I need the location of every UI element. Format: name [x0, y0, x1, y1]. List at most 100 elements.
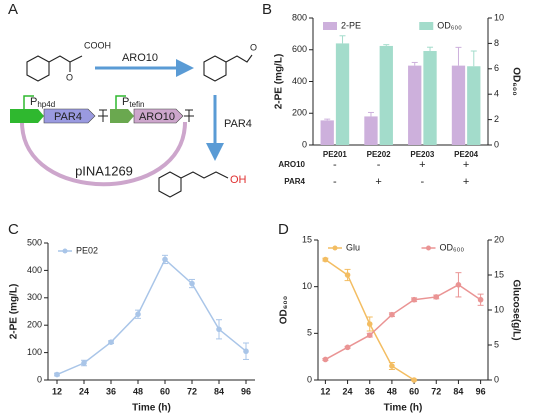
y-tick-label: 400: [292, 76, 307, 86]
legend-label: 2-PE: [341, 20, 361, 30]
y2-tick-label: 4: [494, 89, 499, 99]
genotype-label: ARO10: [278, 160, 305, 169]
gene-box: [43, 108, 96, 124]
x-tick-label: 96: [476, 386, 486, 396]
legend-label: OD₆₀₀: [440, 242, 465, 252]
y2-tick-label: 0: [494, 139, 499, 149]
bar: [467, 66, 481, 145]
panel-label: A: [8, 1, 18, 18]
bar: [335, 43, 350, 145]
x-tick-label: 24: [343, 386, 353, 396]
point: [344, 344, 351, 351]
x-tick-label: 48: [133, 386, 143, 396]
panel-label: D: [278, 221, 289, 238]
terminator: [184, 109, 194, 122]
legend-swatch: [419, 22, 434, 30]
y2-tick-label: 6: [494, 63, 499, 73]
terminator: [98, 109, 108, 122]
point: [135, 311, 141, 318]
molecules: [26, 54, 253, 198]
y2-axis-label: Glucose(g/L): [510, 279, 521, 340]
bond: [48, 55, 83, 63]
y2-axis-label: OD₆₀₀: [510, 67, 521, 96]
x-tick-label: PE201: [323, 150, 348, 159]
y-tick-label: 0: [37, 374, 42, 384]
promoter-arrow: [115, 95, 126, 109]
y-tick-label: 100: [27, 347, 42, 357]
y2-tick-label: 10: [494, 12, 504, 22]
bar: [320, 120, 334, 145]
y-tick-label: 200: [27, 320, 42, 330]
plasmid-label: pINA1269: [75, 163, 133, 178]
point: [366, 321, 373, 327]
y-tick-label: 600: [292, 44, 307, 54]
y-tick-label: 10: [302, 281, 312, 291]
point: [411, 296, 417, 303]
substituent: O: [66, 72, 73, 82]
y-tick-label: 0: [302, 139, 307, 149]
x-tick-label: 36: [106, 386, 116, 396]
point: [81, 360, 87, 366]
point: [344, 272, 351, 278]
legend-marker: [332, 245, 338, 251]
point: [455, 282, 462, 288]
point: [411, 377, 417, 383]
promoter-main: P: [30, 96, 37, 108]
genotype-label: PAR4: [284, 177, 305, 186]
y-tick-label: 0: [307, 374, 312, 384]
x-tick-label: 48: [387, 386, 397, 396]
bond: [225, 54, 253, 63]
y2-tick-label: 10: [494, 304, 504, 314]
genotype-sign: -: [377, 159, 381, 171]
benzene: [158, 171, 182, 198]
point: [433, 294, 440, 300]
x-tick-label: 60: [409, 386, 419, 396]
point: [477, 296, 484, 303]
x-tick-label: 60: [160, 386, 170, 396]
y2-tick-label: 20: [494, 234, 504, 244]
x-tick-label: 72: [187, 386, 197, 396]
panel-label: C: [8, 221, 19, 238]
legend-label: OD₆₀₀: [437, 20, 462, 30]
promoter-label: Ptefin: [122, 96, 144, 109]
genotype-sign: +: [375, 176, 381, 188]
point: [108, 339, 114, 345]
promoter-sub: tefin: [129, 100, 144, 109]
y2-tick-label: 8: [494, 38, 499, 48]
x-axis-label: Time (h): [132, 403, 171, 414]
point: [366, 332, 373, 339]
point: [389, 363, 395, 369]
point: [389, 311, 395, 318]
benzene: [26, 55, 50, 82]
point: [54, 371, 60, 378]
legend-label: PE02: [76, 245, 98, 255]
gene-box: [133, 108, 184, 124]
gene-label: PAR4: [54, 111, 82, 123]
y-tick-label: 800: [292, 12, 307, 22]
y-tick-label: 5: [307, 328, 312, 338]
x-tick-label: PE204: [454, 150, 479, 159]
y-axis-label: 2-PE (mg/L): [274, 54, 285, 110]
legend-label: Glu: [346, 242, 360, 252]
y-axis-label: 2-PE (mg/L): [9, 284, 20, 340]
arrow-label: ARO10: [122, 52, 158, 64]
y-tick-label: 400: [27, 265, 42, 275]
bar: [451, 65, 466, 145]
gene-arrow: [110, 109, 134, 123]
point: [322, 356, 329, 363]
legend-marker: [62, 248, 68, 254]
genotype-sign: +: [463, 176, 469, 188]
arrow-label: PAR4: [224, 118, 252, 130]
y-tick-label: 500: [27, 237, 42, 247]
gene-arrow: [10, 109, 44, 123]
bar: [408, 65, 422, 145]
promoter-sub: hp4d: [37, 100, 55, 109]
x-tick-label: PE203: [410, 150, 435, 159]
bond: [180, 171, 229, 179]
x-tick-label: 72: [431, 386, 441, 396]
legend-swatch: [323, 22, 337, 30]
y2-tick-label: 15: [494, 269, 504, 279]
x-tick-label: 96: [241, 386, 251, 396]
benzene: [203, 55, 227, 82]
